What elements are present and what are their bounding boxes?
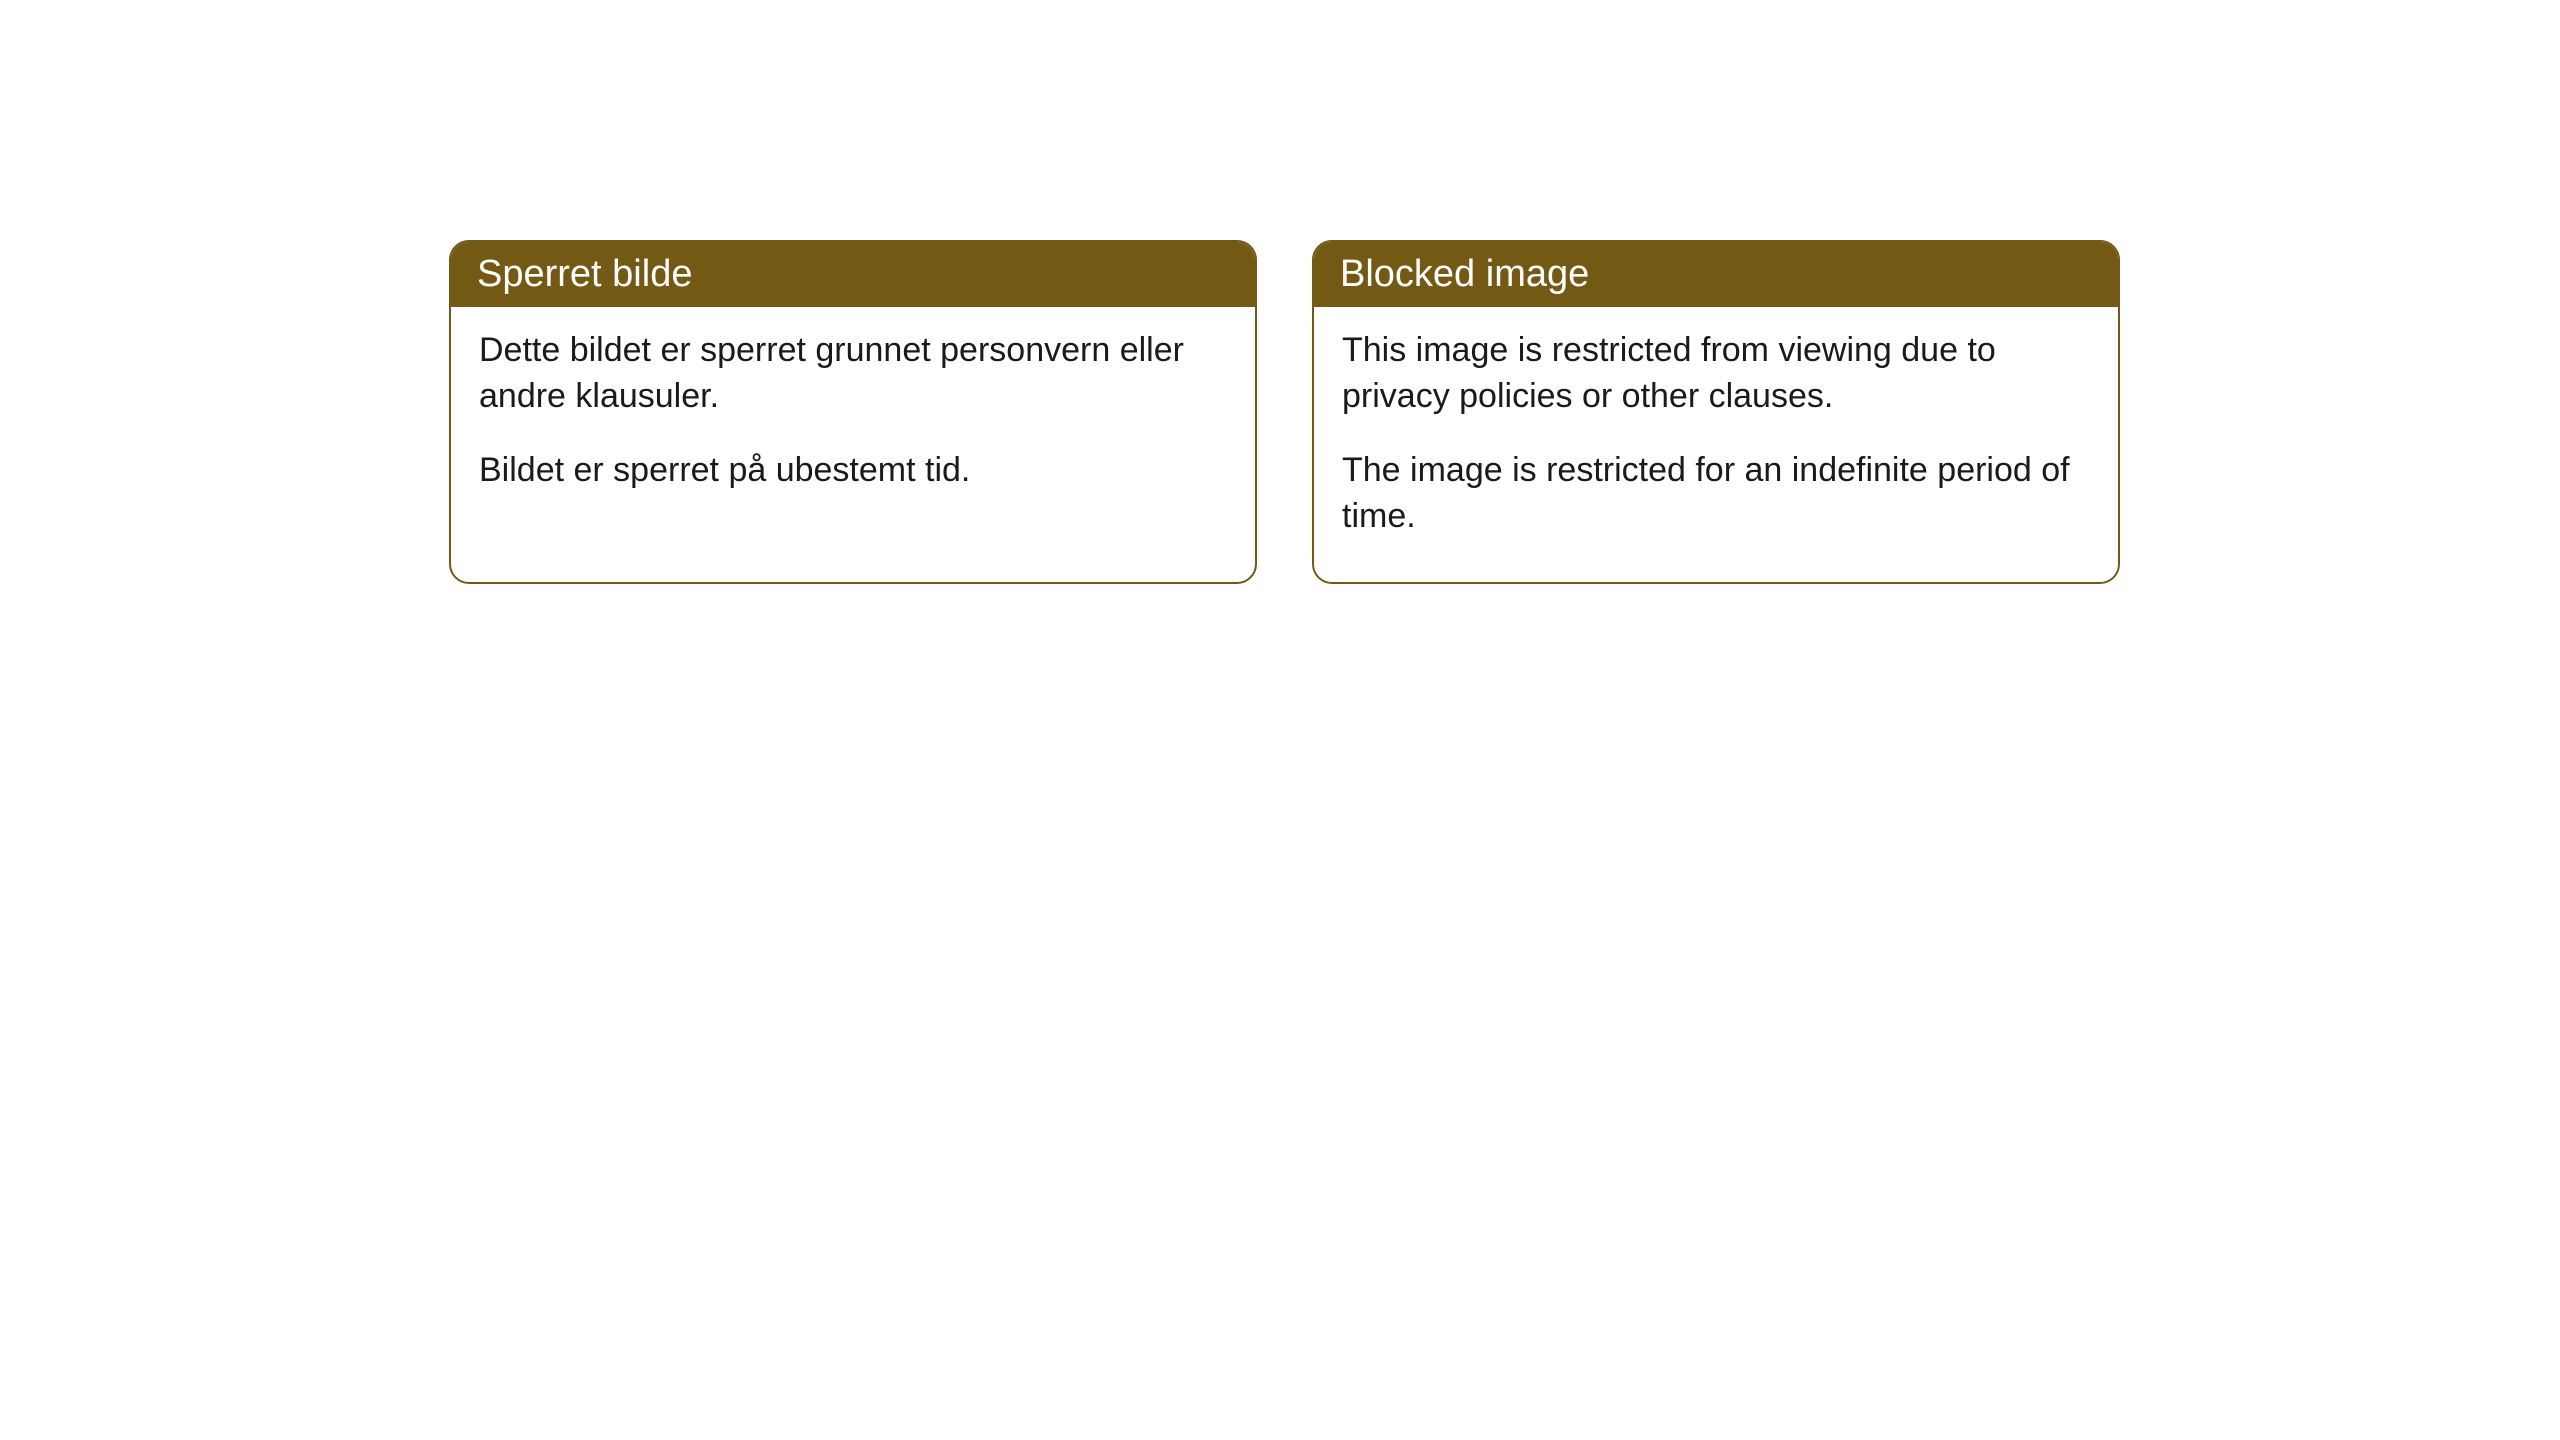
card-title: Sperret bilde xyxy=(451,242,1255,307)
card-paragraph: The image is restricted for an indefinit… xyxy=(1342,448,2090,540)
card-paragraph: Dette bildet er sperret grunnet personve… xyxy=(479,328,1227,420)
card-body: This image is restricted from viewing du… xyxy=(1314,307,2118,582)
card-title: Blocked image xyxy=(1314,242,2118,307)
card-paragraph: Bildet er sperret på ubestemt tid. xyxy=(479,448,1227,494)
notice-card-norwegian: Sperret bilde Dette bildet er sperret gr… xyxy=(449,240,1257,584)
notice-cards-container: Sperret bilde Dette bildet er sperret gr… xyxy=(449,240,2560,584)
card-paragraph: This image is restricted from viewing du… xyxy=(1342,328,2090,420)
card-body: Dette bildet er sperret grunnet personve… xyxy=(451,307,1255,536)
notice-card-english: Blocked image This image is restricted f… xyxy=(1312,240,2120,584)
